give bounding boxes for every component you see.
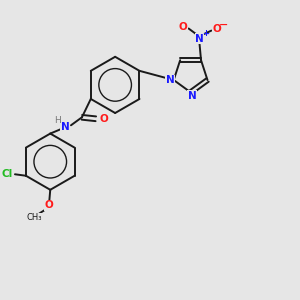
Text: +: + [202,29,210,38]
Text: O: O [178,22,187,32]
Text: O: O [212,24,221,34]
Text: O: O [100,114,109,124]
Text: N: N [195,34,204,44]
Text: N: N [188,91,197,101]
Text: −: − [219,20,229,30]
Text: CH₃: CH₃ [26,213,42,222]
Text: N: N [166,75,175,85]
Text: Cl: Cl [2,169,13,179]
Text: O: O [44,200,53,210]
Text: N: N [61,122,70,132]
Text: H: H [54,116,60,125]
